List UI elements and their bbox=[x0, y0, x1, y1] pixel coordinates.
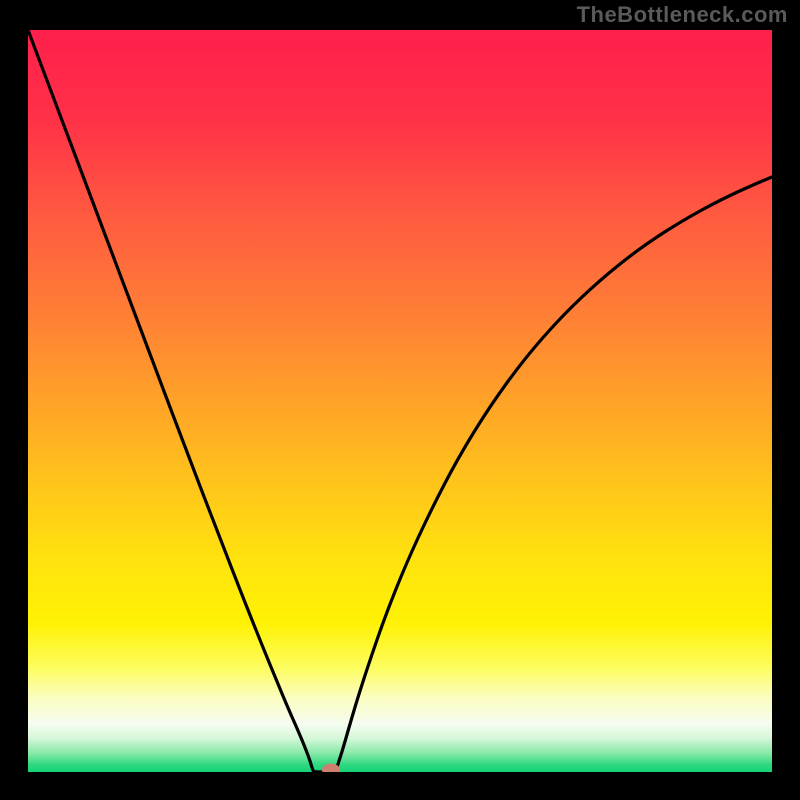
chart-svg bbox=[28, 30, 772, 772]
bottleneck-chart bbox=[28, 30, 772, 772]
watermark-text: TheBottleneck.com bbox=[577, 2, 788, 28]
chart-background bbox=[28, 30, 772, 772]
